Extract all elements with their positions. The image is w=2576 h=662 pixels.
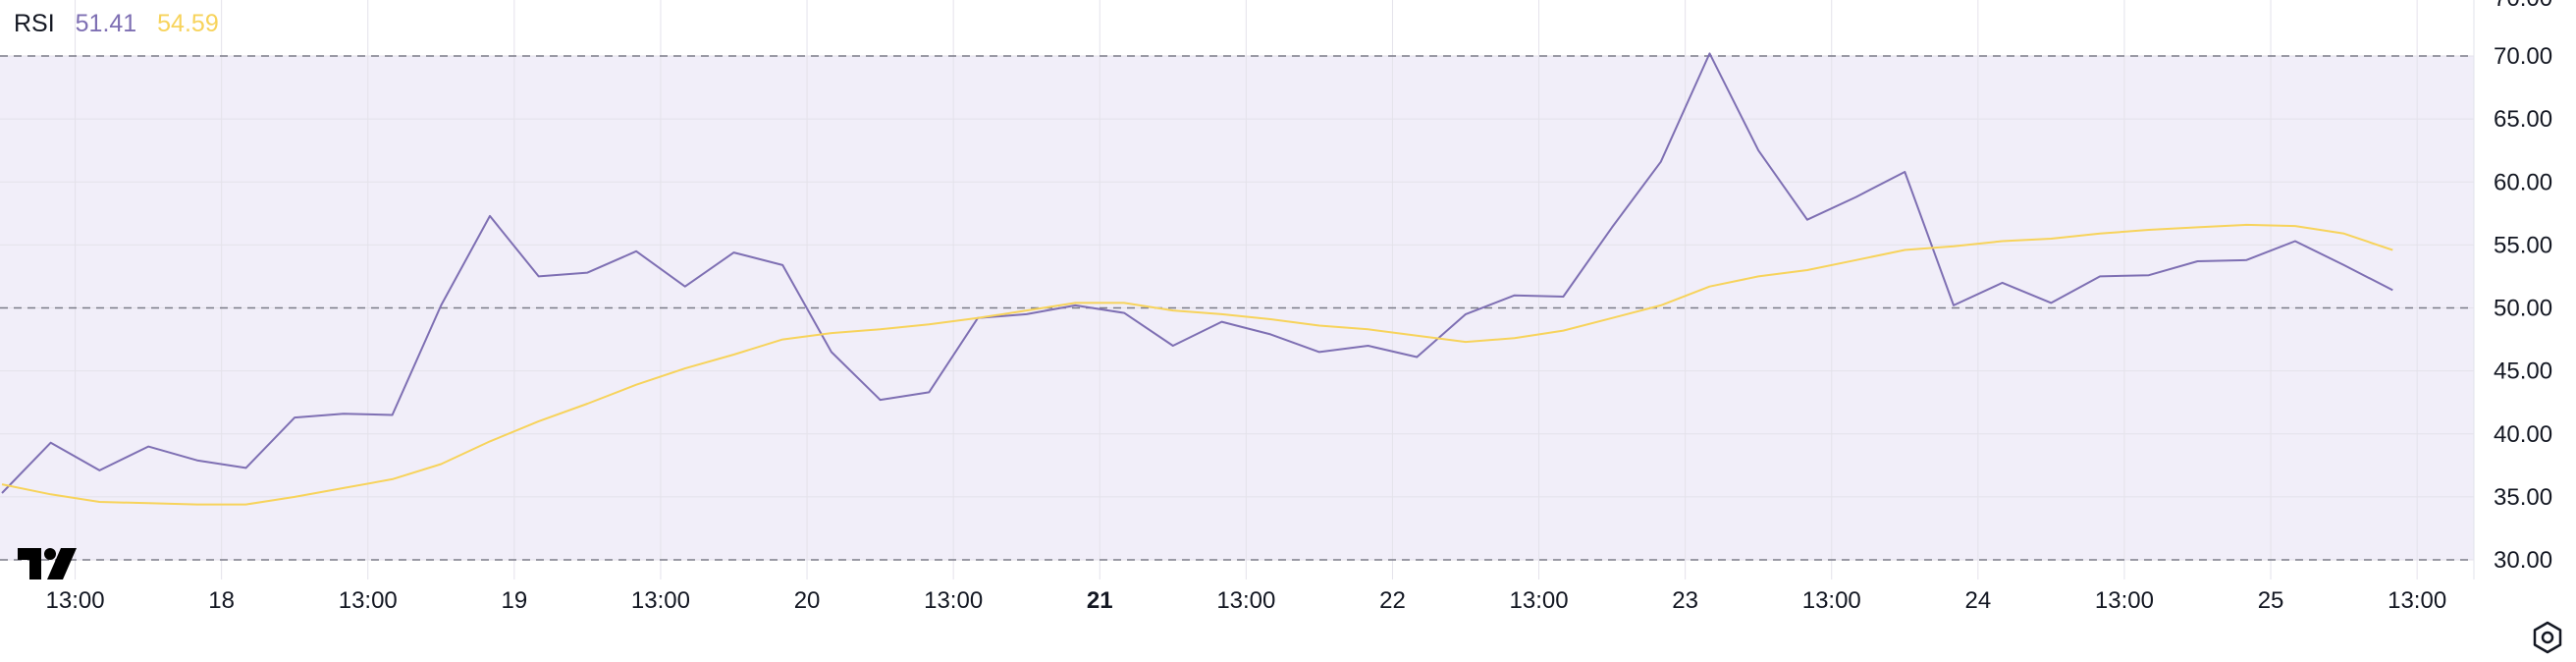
x-tick-label: 13:00	[339, 587, 398, 614]
y-tick-label: 65.00	[2494, 106, 2552, 133]
x-tick-label: 13:00	[1802, 587, 1861, 614]
legend-rsi-value: 51.41	[75, 10, 137, 37]
y-tick-label-cut: 70.00	[2494, 0, 2552, 12]
legend: RSI 51.41 54.59	[14, 10, 233, 38]
rsi-ma-series-line	[1, 223, 2393, 506]
y-tick-label: 40.00	[2494, 421, 2552, 448]
legend-title: RSI	[14, 10, 55, 37]
x-tick-label: 19	[501, 587, 527, 614]
y-tick-label: 50.00	[2494, 296, 2552, 322]
x-tick-label: 13:00	[1216, 587, 1275, 614]
y-tick-label: 70.00	[2494, 43, 2552, 70]
gear-icon[interactable]	[2531, 621, 2564, 659]
y-tick-label: 35.00	[2494, 484, 2552, 511]
x-tick-label: 24	[1964, 587, 1991, 614]
legend-ma-value: 54.59	[157, 10, 219, 37]
x-tick-label: 21	[1087, 587, 1113, 614]
x-tick-label: 13:00	[1510, 587, 1569, 614]
x-tick-label: 23	[1672, 587, 1698, 614]
rsi-series-line	[1, 52, 2393, 494]
x-tick-label: 13:00	[924, 587, 983, 614]
x-tick-label: 20	[794, 587, 821, 614]
x-tick-label: 13:00	[631, 587, 690, 614]
y-tick-label: 45.00	[2494, 359, 2552, 385]
tradingview-logo-icon	[18, 548, 79, 586]
x-tick-label: 13:00	[46, 587, 105, 614]
x-tick-label: 13:00	[2388, 587, 2446, 614]
x-tick-label: 18	[208, 587, 235, 614]
x-tick-label: 13:00	[2095, 587, 2154, 614]
x-tick-label: 25	[2258, 587, 2284, 614]
x-tick-label: 22	[1379, 587, 1406, 614]
y-tick-label: 55.00	[2494, 232, 2552, 258]
y-tick-label: 30.00	[2494, 547, 2552, 574]
y-tick-label: 60.00	[2494, 169, 2552, 195]
